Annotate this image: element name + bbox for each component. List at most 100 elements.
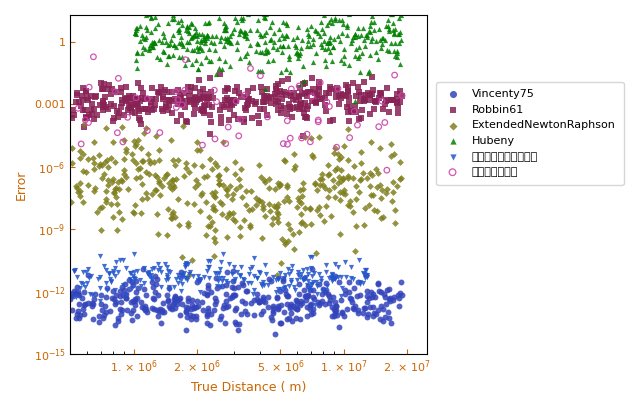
ExtendedNewtonRaphson: [117, 178, 127, 185]
Vincenty75: [192, 298, 202, 304]
ExtendedNewtonRaphson: [78, 168, 88, 174]
Robbin61: [108, 117, 118, 124]
Robbin61: [324, 84, 335, 91]
測量計算サイト計算式: [71, 293, 81, 300]
Hubeny: [319, 30, 329, 37]
Robbin61: [227, 97, 237, 103]
Vincenty75: [166, 305, 177, 312]
Vincenty75: [100, 303, 110, 309]
測量計算サイト計算式: [246, 264, 257, 270]
Vincenty75: [150, 288, 160, 295]
Vincenty75: [292, 298, 302, 305]
Robbin61: [180, 103, 190, 110]
Vincenty75: [124, 277, 134, 283]
ExtendedNewtonRaphson: [166, 136, 177, 143]
Vincenty75: [278, 278, 289, 285]
Robbin61: [229, 97, 239, 103]
Vincenty75: [392, 291, 403, 298]
Vincenty75: [295, 316, 305, 322]
Hubeny: [316, 40, 326, 47]
Vincenty75: [271, 294, 282, 301]
測量計算サイト計算式: [129, 274, 139, 281]
Robbin61: [190, 105, 200, 112]
Vincenty75: [147, 304, 157, 311]
ExtendedNewtonRaphson: [390, 207, 400, 213]
Vincenty75: [252, 291, 262, 298]
Vincenty75: [227, 294, 237, 301]
Robbin61: [121, 97, 131, 104]
ExtendedNewtonRaphson: [161, 171, 172, 177]
ExtendedNewtonRaphson: [111, 201, 122, 207]
Hubeny: [291, 49, 301, 56]
Robbin61: [370, 97, 380, 104]
測量計算サイト計算式: [308, 270, 319, 276]
Vincenty75: [334, 278, 344, 285]
ExtendedNewtonRaphson: [133, 137, 143, 143]
Robbin61: [84, 112, 94, 118]
Vincenty75: [250, 312, 260, 319]
ExtendedNewtonRaphson: [150, 172, 161, 178]
Vincenty75: [221, 298, 231, 305]
Robbin61: [127, 97, 137, 104]
Robbin61: [206, 119, 216, 125]
ExtendedNewtonRaphson: [257, 199, 267, 206]
Hubeny: [342, 31, 352, 38]
Robbin61: [158, 108, 168, 115]
Robbin61: [341, 81, 351, 88]
Hubeny: [365, 28, 376, 35]
Hubeny: [174, 39, 184, 46]
Hubeny: [342, 22, 352, 29]
Robbin61: [300, 100, 310, 106]
Vincenty75: [216, 313, 226, 319]
Robbin61: [239, 118, 250, 125]
Vincenty75: [192, 279, 202, 285]
Hubeny: [374, 36, 385, 43]
ExtendedNewtonRaphson: [273, 211, 283, 217]
Vincenty75: [324, 293, 334, 299]
Robbin61: [205, 112, 215, 118]
Vincenty75: [258, 298, 268, 304]
ExtendedNewtonRaphson: [134, 165, 145, 171]
Vincenty75: [202, 292, 212, 298]
ExtendedNewtonRaphson: [215, 199, 225, 205]
Robbin61: [271, 86, 282, 92]
Hubeny: [358, 25, 368, 31]
Hubeny: [351, 45, 361, 52]
ExtendedNewtonRaphson: [135, 173, 145, 180]
Robbin61: [125, 105, 135, 111]
ExtendedNewtonRaphson: [273, 182, 284, 189]
Vincenty75: [308, 294, 318, 301]
ExtendedNewtonRaphson: [333, 151, 343, 157]
Vincenty75: [223, 302, 233, 309]
Robbin61: [199, 110, 209, 116]
完全球体モデル: [172, 104, 182, 111]
Robbin61: [286, 93, 296, 99]
Vincenty75: [282, 292, 292, 299]
Robbin61: [239, 115, 250, 122]
Vincenty75: [364, 310, 374, 317]
Robbin61: [275, 88, 285, 94]
Hubeny: [328, 8, 339, 15]
ExtendedNewtonRaphson: [173, 157, 184, 164]
Vincenty75: [163, 298, 173, 305]
Hubeny: [187, 34, 197, 40]
Hubeny: [182, 56, 193, 62]
ExtendedNewtonRaphson: [154, 147, 164, 154]
Vincenty75: [268, 309, 278, 316]
測量計算サイト計算式: [205, 258, 215, 264]
Robbin61: [127, 108, 138, 115]
Robbin61: [321, 101, 331, 108]
ExtendedNewtonRaphson: [245, 222, 255, 229]
Hubeny: [244, 8, 254, 15]
Robbin61: [175, 95, 185, 101]
Hubeny: [152, 54, 163, 60]
Robbin61: [303, 103, 313, 109]
ExtendedNewtonRaphson: [164, 180, 174, 186]
Vincenty75: [290, 305, 300, 311]
ExtendedNewtonRaphson: [195, 208, 205, 214]
測量計算サイト計算式: [204, 264, 214, 271]
Robbin61: [360, 97, 370, 103]
Hubeny: [240, 53, 250, 59]
測量計算サイト計算式: [70, 267, 81, 273]
Hubeny: [303, 37, 313, 44]
